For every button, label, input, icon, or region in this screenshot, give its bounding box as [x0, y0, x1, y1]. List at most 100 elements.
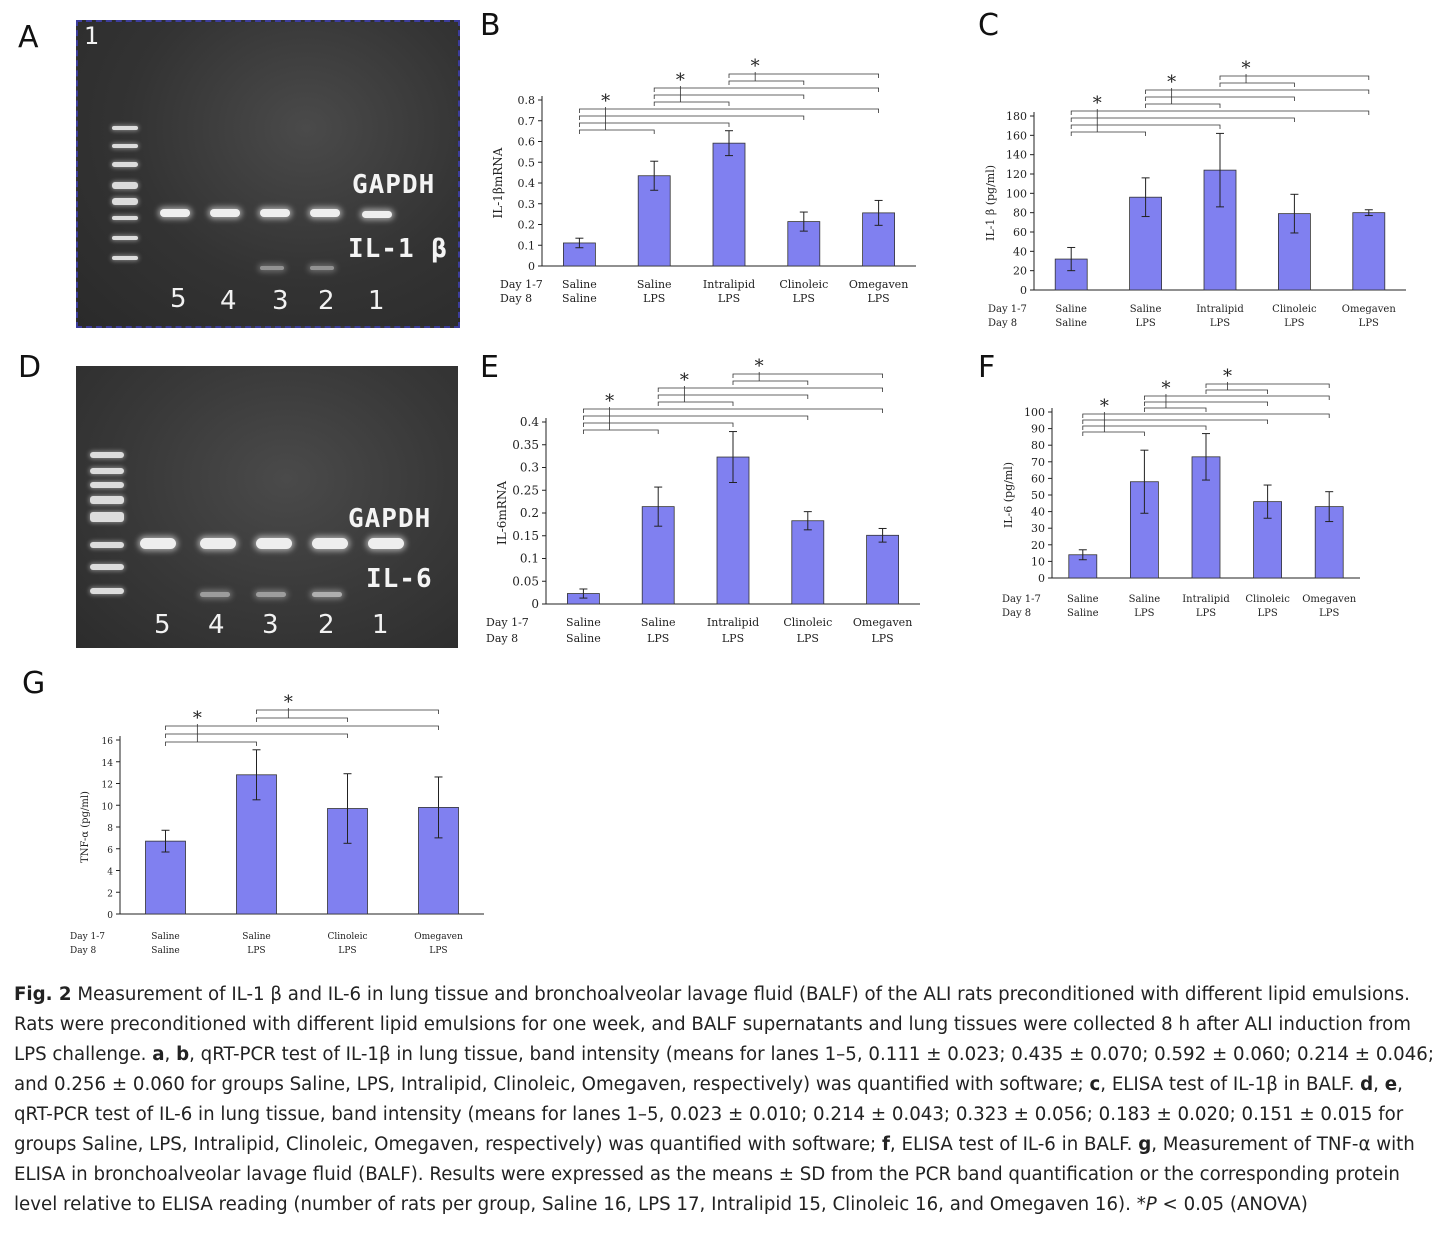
y-tick-label: 60 [1013, 226, 1027, 239]
row-label: Day 8 [70, 946, 97, 956]
gapdh-band [210, 209, 240, 217]
y-tick-label: 20 [1013, 265, 1027, 278]
ladder-band [112, 236, 138, 240]
significance-bracket [1219, 82, 1295, 87]
y-tick-label: 0.15 [512, 529, 539, 543]
ladder-band [112, 126, 138, 130]
significance-bracket [1082, 413, 1330, 418]
significance-bracket [1070, 110, 1370, 115]
category-label: LPS [1284, 318, 1304, 329]
category-label: Clinoleic [779, 278, 828, 291]
lane-number: 3 [262, 610, 279, 640]
panel-label-g: G [22, 666, 46, 701]
row-label: Day 1-7 [1002, 594, 1041, 605]
lane-number: 5 [154, 610, 171, 640]
y-tick-label: 120 [1006, 168, 1027, 181]
y-tick-label: 0.6 [518, 136, 536, 149]
ladder-band [90, 452, 124, 458]
ladder-band [112, 162, 138, 167]
figure-caption: Fig. 2 Measurement of IL-1 β and IL-6 in… [14, 980, 1444, 1220]
category-label: LPS [793, 292, 815, 305]
gapdh-label: GAPDH [352, 170, 436, 200]
significance-bracket [165, 725, 439, 730]
category-label: Omegaven [414, 932, 463, 942]
row-label: Day 8 [1002, 608, 1031, 619]
significance-star: * [605, 391, 614, 412]
ladder-band [90, 496, 124, 504]
significance-bracket [657, 401, 734, 406]
bar [866, 534, 900, 605]
category-label: Saline [641, 616, 676, 629]
lane-number: 2 [318, 286, 335, 316]
category-label: LPS [1359, 318, 1379, 329]
y-axis-label: TNF-α (pg/ml) [80, 791, 91, 863]
gel-image-il6: GAPDH IL-6 5 4 3 2 1 [76, 366, 458, 648]
bar [791, 520, 825, 605]
significance-bracket [583, 422, 734, 427]
significance-bracket [732, 373, 883, 378]
ladder-band [90, 482, 124, 488]
caption-ref: b [176, 1044, 190, 1065]
chart-il1b-balf: 0 20 40 60 80 100 120 140 160 180 IL-1 β (pg/ml) Sa… [984, 58, 1406, 329]
category-label: Saline [1129, 594, 1161, 605]
y-tick-label: 0 [1038, 572, 1045, 585]
bar [712, 142, 746, 267]
category-label: Saline [151, 932, 179, 942]
bar [1352, 212, 1386, 291]
ladder-band [90, 468, 124, 474]
significance-bracket [1070, 124, 1221, 129]
ladder-band [90, 588, 124, 594]
category-label: Saline [151, 946, 179, 956]
caption-ref: f [881, 1134, 890, 1155]
caption-text: , qRT-PCR test of IL-6 in lung tissue, b… [14, 1074, 1404, 1155]
ladder-band [112, 256, 138, 260]
significance-bracket [653, 87, 879, 92]
y-tick-label: 100 [1006, 187, 1027, 200]
chart-il1b-mrna: 0 0.1 0.2 0.3 0.4 0.5 0.6 0.7 0.8 IL-1βmRNA Saline… [491, 56, 916, 305]
y-axis-label: IL-1βmRNA [491, 147, 505, 218]
significance-star: * [601, 91, 610, 112]
target-label: IL-6 [366, 564, 433, 594]
gapdh-band [260, 209, 290, 217]
significance-bracket [1070, 117, 1295, 122]
y-tick-label: 90 [1031, 423, 1045, 436]
caption-text: , ELISA test of IL-1β in BALF. [1100, 1074, 1361, 1095]
target-band [312, 592, 342, 597]
y-tick-label: 140 [1006, 149, 1027, 162]
significance-bracket [579, 122, 730, 127]
y-tick-label: 80 [1031, 439, 1045, 452]
significance-bracket [653, 101, 730, 106]
target-band [310, 266, 334, 270]
lane-number: 4 [220, 286, 237, 316]
caption-text: , Measurement of TNF-α with ELISA in bro… [14, 1134, 1415, 1215]
y-tick-label: 0.7 [518, 115, 536, 128]
target-band [200, 592, 230, 597]
category-label: LPS [1319, 608, 1339, 619]
panel-label-f: F [978, 350, 996, 385]
panel-label-e: E [480, 350, 499, 385]
y-tick-label: 40 [1013, 245, 1027, 258]
caption-p-italic: P [1145, 1194, 1157, 1215]
y-tick-label: 0.05 [512, 574, 539, 588]
y-tick-label: 0.1 [520, 552, 539, 566]
category-label: LPS [1134, 608, 1154, 619]
caption-text: < 0.05 (ANOVA) [1156, 1194, 1308, 1215]
significance-star: * [1100, 396, 1109, 417]
y-tick-label: 40 [1031, 506, 1045, 519]
significance-bracket [579, 115, 805, 120]
category-label: Intralipid [1182, 594, 1230, 605]
significance-bracket [1070, 131, 1146, 136]
significance-bracket [1205, 389, 1268, 394]
y-tick-label: 14 [102, 759, 114, 769]
category-label: Omegaven [849, 278, 908, 291]
significance-bracket [1082, 431, 1145, 436]
y-tick-label: 0.3 [520, 461, 539, 475]
ladder-band [112, 216, 138, 220]
category-label: LPS [1257, 608, 1277, 619]
category-label: LPS [247, 946, 265, 956]
significance-bracket [579, 108, 879, 113]
row-label: Day 1-7 [486, 616, 529, 629]
caption-text: , [1373, 1074, 1385, 1095]
category-label: Saline [562, 292, 597, 305]
target-label: IL-1 β [348, 234, 448, 264]
